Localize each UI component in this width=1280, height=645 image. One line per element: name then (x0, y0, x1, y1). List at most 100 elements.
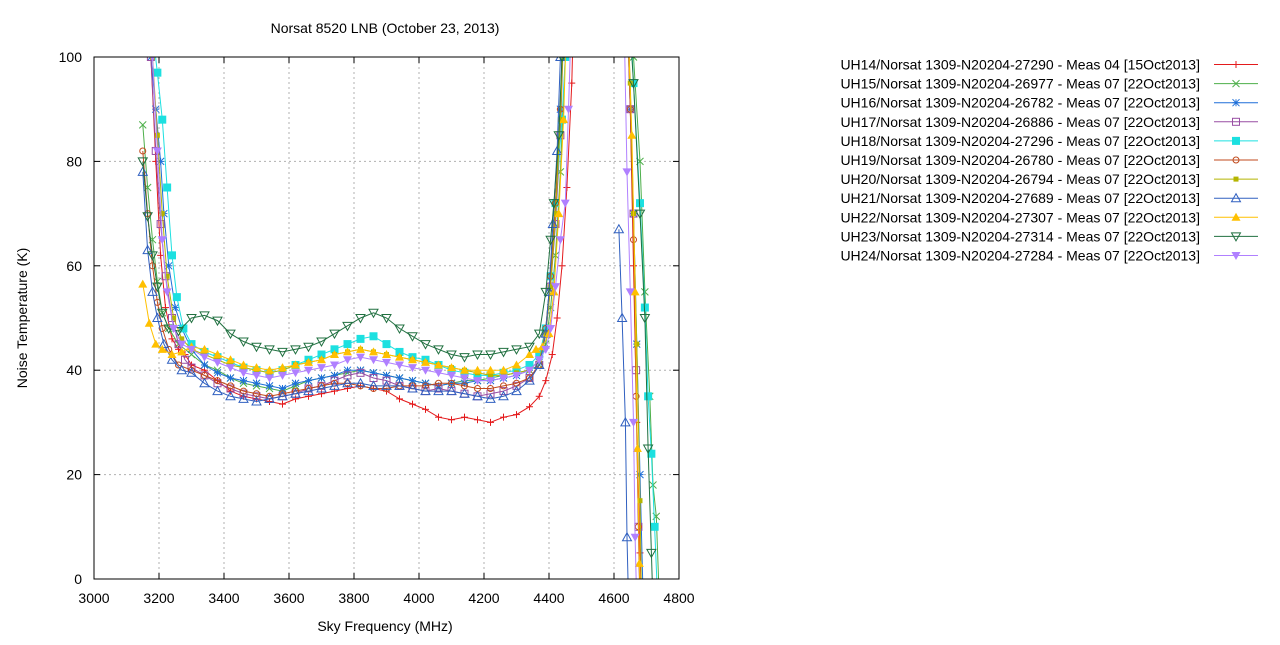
data-point (622, 168, 632, 177)
data-point (304, 366, 313, 375)
data-point (251, 342, 262, 353)
legend-label: UH23/Norsat 1309-N20204-27314 - Meas 07 … (840, 228, 1200, 244)
data-point (560, 199, 570, 208)
data-point (213, 350, 222, 359)
series-line (142, 57, 563, 397)
data-point (304, 357, 313, 366)
data-point (154, 132, 160, 138)
data-point (212, 316, 223, 327)
legend-label: UH16/Norsat 1309-N20204-26782 - Meas 07 … (840, 95, 1200, 111)
data-point (162, 288, 172, 297)
data-point (564, 105, 573, 114)
data-point (434, 369, 443, 378)
data-point (546, 324, 556, 333)
data-point (630, 533, 640, 542)
data-point (173, 327, 184, 337)
data-point (291, 360, 300, 369)
data-point (147, 57, 152, 61)
data-point (630, 287, 640, 296)
data-point (369, 347, 378, 356)
legend-entry: UH17/Norsat 1309-N20204-26886 - Meas 07 … (840, 114, 1258, 130)
data-point (225, 329, 236, 340)
data-point (534, 356, 544, 365)
data-point (382, 376, 391, 385)
data-point (239, 360, 248, 369)
data-point (303, 385, 314, 396)
x-tick-label: 4600 (598, 590, 629, 606)
series-line (624, 57, 637, 579)
legend-label: UH17/Norsat 1309-N20204-26886 - Meas 07 … (840, 114, 1200, 130)
legend-entry: UH20/Norsat 1309-N20204-26794 - Meas 07 … (840, 171, 1258, 187)
series-layer (137, 57, 661, 579)
data-point (171, 315, 177, 321)
data-point (316, 337, 327, 348)
data-point (265, 374, 274, 383)
data-point (330, 345, 339, 354)
data-point (181, 355, 189, 364)
y-tick-label: 100 (59, 49, 83, 65)
data-point (329, 329, 340, 340)
data-point (171, 303, 180, 312)
data-point (524, 375, 535, 385)
data-point (166, 354, 178, 364)
data-point (548, 284, 554, 290)
y-tick-label: 20 (66, 467, 82, 483)
data-point (533, 329, 545, 340)
data-point (642, 444, 654, 455)
legend-marker (1232, 98, 1240, 107)
data-point (252, 371, 261, 380)
data-point (422, 382, 429, 390)
data-point (356, 334, 365, 343)
data-point (200, 353, 209, 362)
data-point (525, 360, 534, 369)
data-point (187, 345, 196, 354)
legend-entry: UH22/Norsat 1309-N20204-27307 - Meas 07 … (840, 209, 1258, 225)
data-point (199, 311, 210, 321)
data-point (252, 392, 261, 401)
data-point (277, 390, 288, 401)
data-point (486, 365, 495, 374)
legend-label: UH18/Norsat 1309-N20204-27296 - Meas 07 … (840, 133, 1200, 149)
data-point (543, 286, 555, 296)
data-point (394, 324, 405, 334)
data-point (151, 339, 161, 348)
data-point (641, 288, 649, 296)
data-point (407, 382, 418, 393)
data-point (620, 416, 631, 427)
x-tick-label: 4400 (533, 590, 564, 606)
data-point (637, 498, 643, 504)
data-point (408, 364, 417, 373)
data-point (186, 314, 197, 324)
y-tick-label: 80 (66, 153, 82, 169)
data-point (159, 211, 165, 217)
data-point (541, 345, 551, 354)
legend: UH14/Norsat 1309-N20204-27290 - Meas 04 … (840, 57, 1258, 264)
data-point (650, 522, 659, 531)
data-point (290, 345, 301, 355)
data-point (343, 366, 352, 375)
data-point (187, 363, 196, 372)
data-point (559, 115, 569, 124)
data-point (356, 353, 365, 362)
legend-label: UH14/Norsat 1309-N20204-27290 - Meas 04 … (840, 57, 1200, 73)
data-point (634, 341, 640, 347)
data-point (625, 288, 635, 297)
legend-entry: UH16/Norsat 1309-N20204-26782 - Meas 07 … (840, 95, 1258, 111)
data-point (147, 286, 158, 296)
data-point (472, 390, 483, 401)
x-tick-label: 4000 (403, 590, 434, 606)
data-point (164, 273, 170, 279)
data-point (636, 199, 644, 208)
data-point (433, 385, 444, 396)
legend-marker (1232, 117, 1240, 126)
data-point (499, 365, 508, 374)
data-point (459, 353, 470, 363)
legend-entry: UH19/Norsat 1309-N20204-26780 - Meas 07 … (840, 152, 1258, 168)
data-point (382, 371, 391, 380)
series-line (632, 57, 660, 579)
data-point (252, 379, 261, 388)
data-point (277, 347, 288, 358)
data-point (621, 531, 633, 542)
data-point (200, 344, 209, 353)
data-point (163, 183, 172, 192)
